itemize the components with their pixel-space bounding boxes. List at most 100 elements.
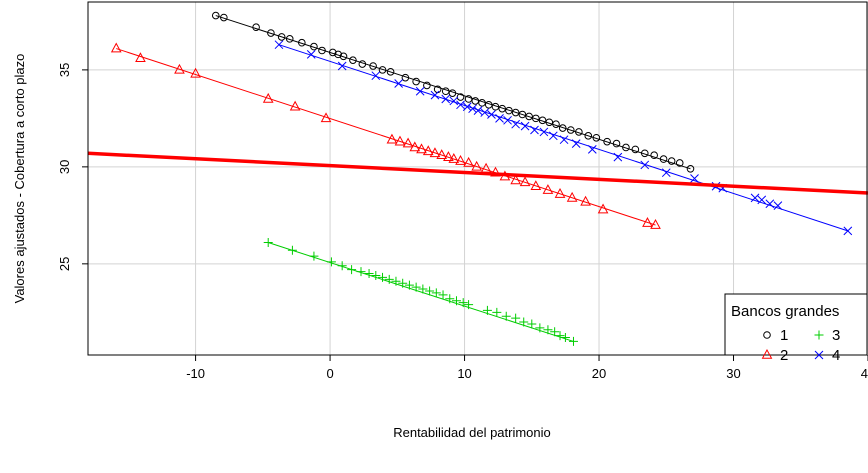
data-point [441,94,451,104]
data-point [490,166,501,177]
data-point [211,11,220,20]
data-point [220,13,228,22]
data-point [527,319,537,329]
data-point [306,50,316,59]
data-point [519,317,529,327]
data-point [519,176,531,187]
data-point [320,112,332,123]
data-point [603,137,611,146]
data-point [468,104,477,114]
data-point [356,267,366,277]
data-point [174,63,185,74]
data-point [511,313,521,323]
data-point [542,184,554,194]
data-point [482,305,492,315]
data-point [640,160,650,170]
plot-frame [87,1,868,356]
data-point [518,110,527,119]
legend-marker-4 [814,350,824,360]
data-point [765,199,775,209]
data-point [650,151,658,160]
data-point [690,174,699,183]
data-point [328,48,337,57]
x-tick-label: -10 [186,366,205,381]
reference-fit-line [87,151,868,195]
data-point [430,90,440,100]
data-point [285,35,294,43]
data-point [503,115,512,125]
data-points [110,11,853,346]
x-tick-label: 40 [861,366,868,381]
data-point [431,288,441,298]
data-point [398,278,408,288]
data-point [548,131,558,141]
data-point [384,274,394,284]
y-tick-label: 25 [57,257,72,271]
data-point [458,298,468,308]
data-point [584,132,593,140]
data-point [631,145,640,154]
data-point [262,92,274,103]
legend-marker-2 [761,348,773,359]
data-point [492,307,502,317]
data-point [659,155,668,163]
data-point [451,296,461,306]
data-point [455,154,466,165]
data-point [560,333,570,343]
data-point [597,203,609,214]
data-point [339,52,348,61]
data-point [448,89,457,97]
data-point [552,120,560,128]
data-point [525,112,533,121]
data-point [501,311,511,321]
data-point [566,191,578,202]
data-point [511,108,520,117]
data-point [318,46,326,55]
legend-marker-1 [763,331,771,339]
data-point [539,127,549,137]
data-point [347,265,357,275]
fit-lines [116,15,848,342]
data-point [423,81,431,90]
data-point [441,87,450,96]
data-point [263,238,273,248]
data-point [773,201,783,211]
x-tick-label: 20 [592,366,606,381]
legend-label-2: 2 [780,347,788,364]
data-point [429,147,441,158]
series-4-points [274,40,853,236]
data-point [334,50,342,59]
data-point [456,100,465,110]
data-point [409,141,421,152]
data-point [550,327,560,337]
data-point [471,97,480,105]
legend-marker-3 [814,330,824,340]
data-point [543,325,553,335]
data-point [686,165,695,173]
data-point [277,33,286,41]
data-point [559,135,569,145]
data-point [394,79,404,88]
data-point [510,174,521,185]
y-axis-ticks: 25 30 35 [57,63,88,271]
data-point [349,56,357,64]
legend-entries: 1 2 3 4 [761,327,840,364]
data-point [571,139,581,148]
y-axis-title: Valores ajustados - Cobertura a corto pl… [12,54,27,304]
legend-label-1: 1 [780,327,788,344]
data-point [436,149,448,160]
data-point [612,139,621,148]
data-point [757,195,767,205]
legend-box [724,293,868,356]
data-point [568,336,578,346]
data-point [394,135,406,146]
x-axis-title: Rentabilidad del patrimonio [393,425,551,440]
data-point [425,286,435,296]
data-point [369,62,377,70]
data-point [487,110,496,119]
data-point [495,114,504,123]
data-point [418,284,428,294]
data-point [520,121,530,131]
data-point [484,100,493,109]
